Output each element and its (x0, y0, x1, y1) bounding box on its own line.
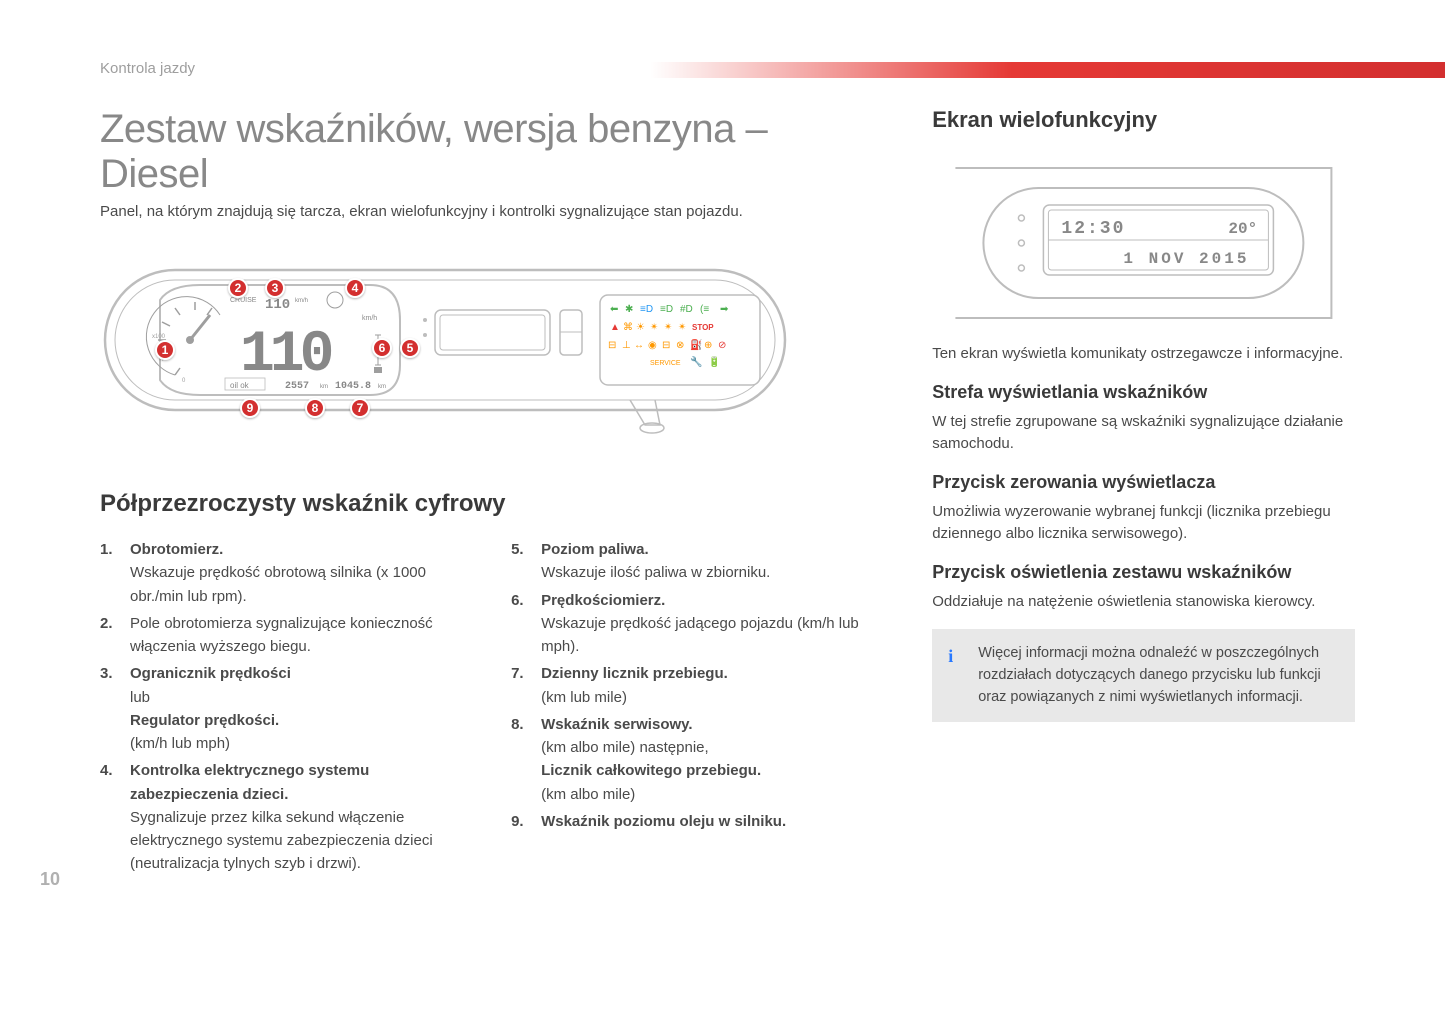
svg-text:✴: ✴ (678, 322, 686, 333)
callout-5: 5 (400, 338, 420, 358)
page-container: Kontrola jazdy Zestaw wskaźników, wersja… (0, 0, 1445, 920)
svg-text:≡D: ≡D (640, 304, 653, 315)
svg-text:km/h: km/h (362, 315, 377, 322)
dashboard-illustration: 0 x100 CRUISE 110 km/h 110 km/h (100, 260, 790, 440)
callout-2: 2 (228, 278, 248, 298)
list-item: 9. Wskaźnik poziomu oleju w silniku. (511, 810, 882, 833)
svg-text:⬅: ⬅ (610, 304, 618, 315)
svg-text:⊗: ⊗ (676, 340, 684, 351)
info-icon: i (948, 643, 953, 670)
callout-7: 7 (350, 398, 370, 418)
info-box: i Więcej informacji można odnaleźć w pos… (932, 629, 1355, 722)
svg-text:⊟: ⊟ (608, 340, 616, 351)
section-label: Kontrola jazdy (100, 60, 1355, 77)
svg-text:✴: ✴ (650, 322, 658, 333)
svg-text:⊘: ⊘ (718, 340, 726, 351)
svg-text:110: 110 (265, 297, 290, 313)
svg-text:12:30: 12:30 (1062, 219, 1126, 239)
svg-text:km: km (378, 384, 386, 390)
svg-text:20°: 20° (1229, 220, 1258, 238)
list-item: 4. Kontrolka elektrycznego systemu zabez… (100, 759, 471, 875)
svg-text:◉: ◉ (648, 340, 657, 351)
callout-6: 6 (372, 338, 392, 358)
list-item: 2. Pole obrotomierza sygnalizujące konie… (100, 612, 471, 659)
svg-text:oil ok: oil ok (230, 381, 250, 390)
callout-4: 4 (345, 278, 365, 298)
svg-text:km: km (320, 384, 328, 390)
list-item: 6. Prędkościomierz. Wskazuje prędkość ja… (511, 589, 882, 659)
main-layout: Zestaw wskaźników, wersja benzyna – Dies… (100, 107, 1355, 880)
svg-text:1 NOV 2015: 1 NOV 2015 (1124, 250, 1250, 268)
svg-text:2557: 2557 (285, 381, 309, 392)
svg-text:↔: ↔ (634, 340, 644, 351)
digital-indicator-heading: Półprzezroczysty wskaźnik cyfrowy (100, 490, 882, 518)
callout-8: 8 (305, 398, 325, 418)
indicator-list-col1: 1. Obrotomierz. Wskazuje prędkość obroto… (100, 538, 471, 880)
indicator-list: 1. Obrotomierz. Wskazuje prędkość obroto… (100, 538, 882, 880)
list-item: 3. Ogranicznik prędkości lub Regulator p… (100, 662, 471, 755)
svg-text:🔋: 🔋 (708, 355, 720, 368)
info-text: Więcej informacji można odnaleźć w poszc… (978, 645, 1321, 705)
callout-3: 3 (265, 278, 285, 298)
svg-text:⊕: ⊕ (704, 340, 712, 351)
svg-text:STOP: STOP (692, 323, 714, 332)
svg-text:✴: ✴ (664, 322, 672, 333)
dashboard-svg: 0 x100 CRUISE 110 km/h 110 km/h (100, 260, 790, 440)
page-number: 10 (40, 869, 60, 890)
screen-illustration: 12:30 20° 1 NOV 2015 (932, 163, 1355, 323)
svg-text:⌘: ⌘ (623, 322, 633, 333)
svg-text:☀: ☀ (636, 322, 645, 333)
subtitle: Panel, na którym znajdują się tarcza, ek… (100, 203, 882, 220)
indicator-zone-heading: Strefa wyświetlania wskaźników (932, 382, 1355, 403)
svg-text:⊥: ⊥ (622, 340, 631, 351)
callout-9: 9 (240, 398, 260, 418)
svg-text:1045.8: 1045.8 (335, 381, 371, 392)
list-item: 5. Poziom paliwa. Wskazuje ilość paliwa … (511, 538, 882, 585)
svg-text:CRUISE: CRUISE (230, 297, 257, 304)
list-item: 1. Obrotomierz. Wskazuje prędkość obroto… (100, 538, 471, 608)
callout-1: 1 (155, 340, 175, 360)
svg-text:(≡: (≡ (700, 304, 709, 315)
svg-text:0: 0 (182, 378, 186, 384)
svg-text:▲: ▲ (610, 322, 620, 333)
svg-text:➡: ➡ (720, 304, 729, 315)
left-column: Zestaw wskaźników, wersja benzyna – Dies… (100, 107, 882, 880)
list-item: 8. Wskaźnik serwisowy. (km albo mile) na… (511, 713, 882, 806)
svg-text:km/h: km/h (295, 298, 308, 304)
reset-button-text: Umożliwia wyzerowanie wybranej funkcji (… (932, 501, 1355, 546)
multifunction-screen-heading: Ekran wielofunkcyjny (932, 107, 1355, 133)
svg-text:SERVICE: SERVICE (650, 360, 681, 367)
main-title: Zestaw wskaźników, wersja benzyna – Dies… (100, 107, 882, 197)
indicator-list-col2: 5. Poziom paliwa. Wskazuje ilość paliwa … (511, 538, 882, 880)
svg-text:#D: #D (680, 304, 693, 315)
indicator-zone-text: W tej strefie zgrupowane są wskaźniki sy… (932, 411, 1355, 456)
svg-text:⊟: ⊟ (662, 340, 670, 351)
lighting-button-heading: Przycisk oświetlenia zestawu wskaźników (932, 562, 1355, 583)
list-item: 7. Dzienny licznik przebiegu. (km lub mi… (511, 662, 882, 709)
lighting-button-text: Oddziałuje na natężenie oświetlenia stan… (932, 591, 1355, 614)
svg-text:⛽: ⛽ (690, 338, 702, 351)
svg-text:✱: ✱ (625, 304, 633, 315)
svg-text:🔧: 🔧 (690, 355, 702, 368)
reset-button-heading: Przycisk zerowania wyświetlacza (932, 472, 1355, 493)
svg-text:≡D: ≡D (660, 304, 673, 315)
screen-description: Ten ekran wyświetla komunikaty ostrzegaw… (932, 343, 1355, 366)
right-column: Ekran wielofunkcyjny 12:30 20° 1 NOV 201… (932, 107, 1355, 880)
